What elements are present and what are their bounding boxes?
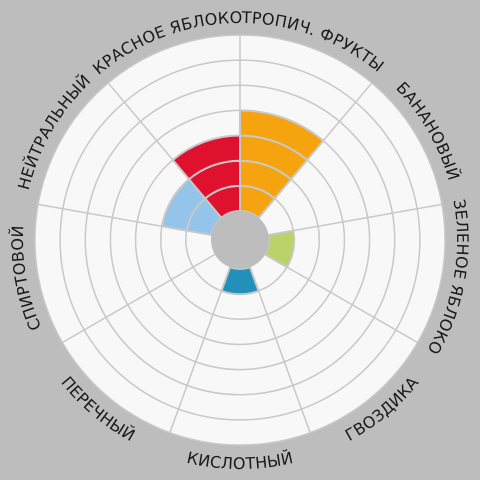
segment-4-level-1 xyxy=(220,265,260,296)
segment-8-level-3 xyxy=(171,134,241,181)
chart-center-hub xyxy=(211,211,269,269)
grid-spoke xyxy=(249,266,311,433)
grid-spoke xyxy=(268,203,443,236)
grid-ring xyxy=(34,34,446,446)
grid-spoke xyxy=(169,266,231,433)
category-label: КИСЛОТНЫЙ xyxy=(185,448,295,473)
grid-spoke xyxy=(264,253,418,344)
chart-segments xyxy=(160,109,325,296)
grid-spoke xyxy=(62,253,216,344)
segment-0-level-4 xyxy=(239,109,325,162)
